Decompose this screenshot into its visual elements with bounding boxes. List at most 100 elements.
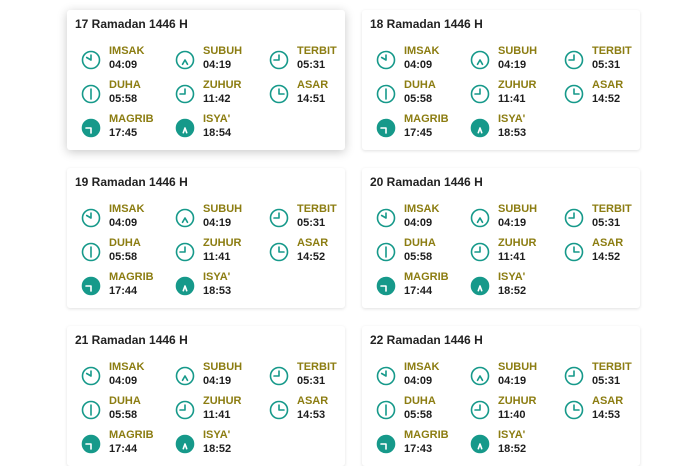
prayer-name: ZUHUR xyxy=(498,395,537,407)
prayer-clock: 05:31 xyxy=(297,375,326,387)
prayer-time: ZUHUR 11:41 xyxy=(464,237,554,267)
prayer-name: DUHA xyxy=(109,79,141,91)
prayer-clock: 18:52 xyxy=(498,285,527,297)
card-title: 22 Ramadan 1446 H xyxy=(370,333,483,347)
prayer-name: TERBIT xyxy=(592,361,632,373)
clock-icon xyxy=(376,366,396,386)
prayer-name: ASAR xyxy=(297,395,329,407)
day-card: 18 Ramadan 1446 H IMSAK 04:09 SUBUH 04:19 TER… xyxy=(362,10,640,150)
day-card: 17 Ramadan 1446 H IMSAK 04:09 SUBUH 04:19 TER… xyxy=(67,10,345,150)
prayer-name: MAGRIB xyxy=(404,271,449,283)
prayer-time: ISYA' 18:53 xyxy=(464,113,554,143)
clock-icon xyxy=(564,208,584,228)
clock-icon xyxy=(175,242,195,262)
clock-icon xyxy=(175,118,195,138)
clock-icon xyxy=(81,276,101,296)
prayer-name: ISYA' xyxy=(203,113,231,125)
prayer-clock: 17:45 xyxy=(404,127,433,139)
prayer-name: ZUHUR xyxy=(203,79,242,91)
prayer-clock: 04:19 xyxy=(203,59,232,71)
prayer-clock: 11:41 xyxy=(498,251,526,263)
prayer-time: SUBUH 04:19 xyxy=(464,361,554,391)
prayer-clock: 05:31 xyxy=(297,217,326,229)
day-card: 19 Ramadan 1446 H IMSAK 04:09 SUBUH 04:19 TER… xyxy=(67,168,345,308)
prayer-time: ZUHUR 11:41 xyxy=(169,237,259,267)
prayer-time: ZUHUR 11:41 xyxy=(169,395,259,425)
clock-icon xyxy=(175,276,195,296)
prayer-name: ASAR xyxy=(592,79,624,91)
clock-icon xyxy=(269,208,289,228)
card-title: 21 Ramadan 1446 H xyxy=(75,333,188,347)
prayer-name: IMSAK xyxy=(109,203,145,215)
prayer-clock: 14:53 xyxy=(592,409,621,421)
prayer-time: SUBUH 04:19 xyxy=(464,45,554,75)
prayer-name: DUHA xyxy=(109,237,141,249)
prayer-name: DUHA xyxy=(404,237,436,249)
prayer-clock: 05:31 xyxy=(592,375,621,387)
clock-icon xyxy=(470,84,490,104)
prayer-time: TERBIT 05:31 xyxy=(558,361,648,391)
clock-icon xyxy=(376,84,396,104)
prayer-name: MAGRIB xyxy=(404,429,449,441)
prayer-clock: 05:58 xyxy=(404,409,433,421)
prayer-time: ISYA' 18:53 xyxy=(169,271,259,301)
prayer-time: ASAR 14:53 xyxy=(263,395,353,425)
prayer-name: MAGRIB xyxy=(109,113,154,125)
prayer-time: IMSAK 04:09 xyxy=(370,203,460,233)
clock-icon xyxy=(470,434,490,454)
clock-icon xyxy=(564,50,584,70)
prayer-time: SUBUH 04:19 xyxy=(169,361,259,391)
prayer-time: SUBUH 04:19 xyxy=(464,203,554,233)
prayer-name: SUBUH xyxy=(203,203,243,215)
prayer-clock: 05:31 xyxy=(592,59,621,71)
prayer-time: ASAR 14:52 xyxy=(263,237,353,267)
clock-icon xyxy=(175,208,195,228)
prayer-clock: 18:53 xyxy=(498,127,527,139)
prayer-name: ZUHUR xyxy=(203,237,242,249)
prayer-name: IMSAK xyxy=(404,45,440,57)
prayer-clock: 04:09 xyxy=(109,375,138,387)
clock-icon xyxy=(81,84,101,104)
clock-icon xyxy=(470,242,490,262)
prayer-clock: 18:52 xyxy=(203,443,232,455)
day-card: 22 Ramadan 1446 H IMSAK 04:09 SUBUH 04:19 TER… xyxy=(362,326,640,466)
prayer-time: IMSAK 04:09 xyxy=(75,203,165,233)
prayer-clock: 14:52 xyxy=(592,93,621,105)
prayer-name: SUBUH xyxy=(498,45,538,57)
prayer-clock: 18:54 xyxy=(203,127,232,139)
clock-icon xyxy=(269,242,289,262)
clock-icon xyxy=(564,400,584,420)
prayer-clock: 05:58 xyxy=(404,251,433,263)
prayer-time: ASAR 14:51 xyxy=(263,79,353,109)
clock-icon xyxy=(269,400,289,420)
prayer-name: ISYA' xyxy=(203,429,231,441)
clock-icon xyxy=(376,400,396,420)
prayer-time: ZUHUR 11:41 xyxy=(464,79,554,109)
clock-icon xyxy=(81,208,101,228)
clock-icon xyxy=(175,434,195,454)
prayer-clock: 04:19 xyxy=(498,59,527,71)
prayer-time: ZUHUR 11:42 xyxy=(169,79,259,109)
prayer-clock: 04:19 xyxy=(498,375,527,387)
prayer-clock: 05:58 xyxy=(404,93,433,105)
clock-icon xyxy=(81,366,101,386)
day-card: 21 Ramadan 1446 H IMSAK 04:09 SUBUH 04:19 TER… xyxy=(67,326,345,466)
prayer-time: ISYA' 18:52 xyxy=(464,271,554,301)
prayer-time: IMSAK 04:09 xyxy=(75,45,165,75)
prayer-clock: 04:09 xyxy=(109,217,138,229)
clock-icon xyxy=(81,242,101,262)
prayer-name: SUBUH xyxy=(203,361,243,373)
prayer-name: ISYA' xyxy=(498,271,526,283)
prayer-clock: 05:58 xyxy=(109,93,138,105)
prayer-time: MAGRIB 17:44 xyxy=(370,271,460,301)
clock-icon xyxy=(470,366,490,386)
prayer-clock: 04:19 xyxy=(498,217,527,229)
prayer-time: TERBIT 05:31 xyxy=(263,45,353,75)
prayer-clock: 05:58 xyxy=(109,409,138,421)
prayer-name: IMSAK xyxy=(109,45,145,57)
prayer-clock: 14:51 xyxy=(297,93,326,105)
prayer-clock: 11:40 xyxy=(498,409,526,421)
prayer-name: ISYA' xyxy=(203,271,231,283)
prayer-clock: 04:09 xyxy=(109,59,138,71)
prayer-clock: 05:31 xyxy=(592,217,621,229)
